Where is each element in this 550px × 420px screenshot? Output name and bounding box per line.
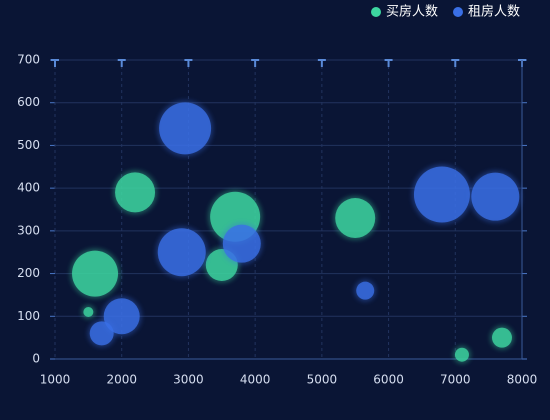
x-tick-label: 5000 [307, 373, 338, 387]
bubble [491, 327, 512, 348]
bubble [222, 224, 261, 263]
y-tick-label: 100 [17, 309, 40, 323]
x-tick-label: 6000 [373, 373, 404, 387]
x-tick-label: 2000 [106, 373, 137, 387]
bubble [471, 172, 520, 221]
y-tick-label: 400 [17, 181, 40, 195]
bubble [72, 250, 119, 297]
x-tick-label: 4000 [240, 373, 271, 387]
bubble [454, 347, 469, 362]
bubble [356, 281, 375, 300]
legend-marker [371, 7, 381, 17]
x-tick-label: 1000 [40, 373, 71, 387]
bubble [159, 102, 212, 155]
bubble [89, 321, 114, 346]
legend-marker [453, 7, 463, 17]
y-tick-label: 700 [17, 53, 40, 67]
x-tick-label: 3000 [173, 373, 204, 387]
bubble [115, 172, 156, 213]
bubble [413, 166, 470, 223]
bubble [335, 198, 376, 239]
bubble [83, 307, 94, 318]
legend-text: 买房人数 [386, 4, 438, 20]
y-tick-label: 600 [17, 95, 40, 109]
y-tick-label: 300 [17, 223, 40, 237]
bubble [157, 228, 206, 277]
y-tick-label: 200 [17, 266, 40, 280]
legend-text: 租房人数 [468, 4, 520, 20]
x-tick-label: 7000 [440, 373, 471, 387]
y-tick-label: 0 [32, 352, 40, 366]
x-tick-label: 8000 [507, 373, 538, 387]
y-tick-label: 500 [17, 138, 40, 152]
